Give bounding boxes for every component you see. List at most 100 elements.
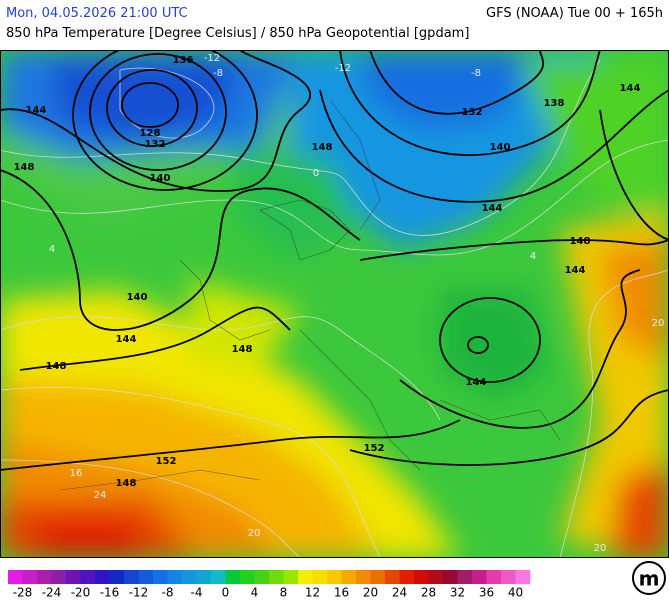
isotherm-label: -12 bbox=[335, 63, 351, 74]
contour-label: 144 bbox=[620, 83, 641, 94]
contour-label: 148 bbox=[232, 344, 253, 355]
colorbar-tick-label: 28 bbox=[421, 586, 436, 600]
colorbar-box bbox=[109, 570, 125, 584]
colorbar-tick-label: 12 bbox=[305, 586, 320, 600]
coastlines bbox=[59, 99, 561, 491]
colorbar-tick-label: -12 bbox=[129, 586, 149, 600]
colorbar-box bbox=[153, 570, 168, 584]
colorbar-box bbox=[182, 570, 197, 584]
colorbar-box bbox=[8, 570, 23, 584]
colorbar-box bbox=[443, 570, 458, 584]
subtitle: 850 hPa Temperature [Degree Celsius] / 8… bbox=[6, 26, 470, 41]
colorbar-box bbox=[428, 570, 444, 584]
colorbar-box bbox=[196, 570, 212, 584]
isotherm-label: 24 bbox=[94, 490, 107, 501]
colorbar-tick-label: 36 bbox=[479, 586, 494, 600]
contour-label: 148 bbox=[116, 478, 137, 489]
contour-label: 144 bbox=[466, 377, 487, 388]
contour-label: 152 bbox=[364, 443, 385, 454]
colorbar-tick-label: 24 bbox=[392, 586, 407, 600]
isotherm-label: 0 bbox=[313, 168, 319, 179]
colorbar-box bbox=[138, 570, 154, 584]
colorbar-box bbox=[66, 570, 81, 584]
map-field: 136 128 132 140 144 148 140 144 148 132 … bbox=[0, 50, 669, 558]
colorbar-box bbox=[51, 570, 67, 584]
colorbar-box bbox=[124, 570, 139, 584]
contour-label: 140 bbox=[127, 292, 148, 303]
colorbar-tick-label: 4 bbox=[251, 586, 259, 600]
contour-label: 128 bbox=[140, 128, 161, 139]
contour-label: 144 bbox=[482, 203, 503, 214]
colorbar-tick-label: -16 bbox=[100, 586, 120, 600]
geopotential-contours bbox=[0, 50, 669, 471]
colorbar-box bbox=[385, 570, 400, 584]
colorbar-tick-label: -8 bbox=[162, 586, 174, 600]
colorbar-box bbox=[327, 570, 342, 584]
colorbar-tick-label: -24 bbox=[42, 586, 62, 600]
colorbar-tick-label: 40 bbox=[508, 586, 523, 600]
contour-label: 144 bbox=[26, 105, 47, 116]
contour-label: 132 bbox=[462, 107, 483, 118]
colorbar-box bbox=[240, 570, 255, 584]
colorbar-box bbox=[22, 570, 38, 584]
colorbar-box bbox=[457, 570, 473, 584]
colorbar-box bbox=[95, 570, 110, 584]
isotherm-label: 20 bbox=[652, 318, 665, 329]
colorbar-box bbox=[370, 570, 386, 584]
colorbar-box bbox=[37, 570, 52, 584]
contour-label: 152 bbox=[156, 456, 177, 467]
contour-label: 140 bbox=[490, 142, 511, 153]
colorbar-box bbox=[341, 570, 357, 584]
colorbar-box bbox=[501, 570, 516, 584]
isotherm-label: 20 bbox=[594, 543, 607, 554]
colorbar-tick-label: -20 bbox=[71, 586, 91, 600]
contour-label: 140 bbox=[150, 173, 171, 184]
logo-circle bbox=[632, 561, 666, 595]
isotherm-label: 4 bbox=[49, 244, 55, 255]
colorbar-box bbox=[298, 570, 313, 584]
contour-label: 148 bbox=[14, 162, 35, 173]
isotherm-label: 4 bbox=[530, 251, 536, 262]
colorbar-box bbox=[472, 570, 487, 584]
colorbar-box bbox=[211, 570, 226, 584]
colorbar-tick-label: 32 bbox=[450, 586, 465, 600]
isotherm-label: 20 bbox=[248, 528, 261, 539]
contour-label: 148 bbox=[570, 236, 591, 247]
contour-label: 136 bbox=[173, 55, 194, 66]
colorbar-tick-label: 20 bbox=[363, 586, 378, 600]
colorbar-tick-label: -4 bbox=[191, 586, 203, 600]
colorbar-box bbox=[254, 570, 270, 584]
colorbar-tick-label: 16 bbox=[334, 586, 349, 600]
colorbar-box bbox=[225, 570, 241, 584]
valid-time: Mon, 04.05.2026 21:00 UTC bbox=[6, 6, 188, 21]
colorbar-box bbox=[414, 570, 429, 584]
isotherms bbox=[0, 59, 669, 558]
isotherm-label: -12 bbox=[204, 53, 220, 64]
colorbar-box bbox=[486, 570, 502, 584]
colorbar-tick-label: 0 bbox=[222, 586, 230, 600]
logo: m bbox=[639, 567, 660, 591]
contour-label: 148 bbox=[46, 361, 67, 372]
isotherm-label: 16 bbox=[70, 468, 83, 479]
model-run: GFS (NOAA) Tue 00 + 165h bbox=[486, 6, 663, 21]
isotherm-label: -8 bbox=[471, 68, 481, 79]
contour-label: 144 bbox=[116, 334, 137, 345]
contour-label: 144 bbox=[565, 265, 586, 276]
colorbar-box bbox=[269, 570, 284, 584]
colorbar-box bbox=[80, 570, 96, 584]
contour-label: 138 bbox=[544, 98, 565, 109]
colorbar-box bbox=[283, 570, 299, 584]
isotherm-label: -8 bbox=[213, 68, 223, 79]
colorbar-tick-label: -28 bbox=[13, 586, 33, 600]
contour-label: 132 bbox=[145, 139, 166, 150]
colorbar-tick-label: 8 bbox=[280, 586, 288, 600]
colorbar-box bbox=[167, 570, 183, 584]
contour-label: 148 bbox=[312, 142, 333, 153]
colorbar-box bbox=[312, 570, 328, 584]
colorbar-box bbox=[399, 570, 415, 584]
colorbar-box bbox=[356, 570, 371, 584]
colorbar: -28 -24 -20 -16 -12 -8 -4 0 4 8 12 16 20 24 28 32 36 40 bbox=[8, 570, 531, 600]
colorbar-box bbox=[515, 570, 531, 584]
